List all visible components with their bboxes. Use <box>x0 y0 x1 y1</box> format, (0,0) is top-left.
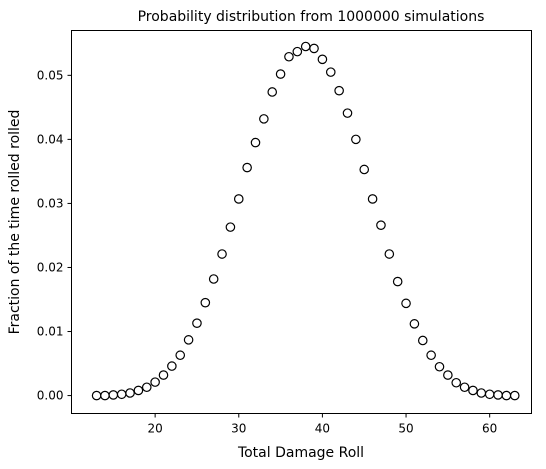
data-point <box>233 194 244 204</box>
data-point <box>493 390 503 400</box>
data-point <box>192 318 202 328</box>
data-point <box>376 220 386 231</box>
data-point <box>459 382 470 393</box>
y-tick-label: 0.03 <box>37 196 64 210</box>
data-point <box>417 335 428 346</box>
data-point <box>451 377 462 388</box>
data-point <box>325 67 336 77</box>
x-axis-ticks: 20 30 40 50 60 <box>147 413 497 436</box>
data-point <box>501 390 512 401</box>
data-point <box>208 274 219 284</box>
x-tick-label: 40 <box>315 422 330 436</box>
data-point <box>175 350 186 361</box>
data-point <box>476 388 487 398</box>
y-axis-label: Fraction of the time rolled rolled <box>7 110 23 335</box>
data-point <box>367 194 378 204</box>
y-tick-label: 0.02 <box>37 260 64 274</box>
data-point <box>275 69 286 79</box>
data-point <box>217 249 227 259</box>
data-point <box>242 162 252 173</box>
data-point <box>300 41 311 52</box>
y-tick-label: 0.05 <box>37 68 64 82</box>
chart-title: Probability distribution from 1000000 si… <box>138 9 485 25</box>
data-point <box>426 350 436 361</box>
data-point <box>108 390 119 400</box>
data-point <box>359 164 370 175</box>
data-point <box>484 389 495 400</box>
x-tick-label: 50 <box>398 422 413 436</box>
data-point <box>267 87 278 97</box>
x-axis-label: Total Damage Roll <box>237 445 364 461</box>
data-point <box>133 385 144 396</box>
data-point <box>334 85 344 96</box>
data-point <box>292 46 303 57</box>
data-point <box>250 137 261 148</box>
data-point <box>342 108 353 118</box>
data-point <box>351 134 361 145</box>
data-point <box>100 390 110 401</box>
data-point <box>200 297 211 308</box>
data-point <box>434 361 445 372</box>
data-points <box>91 41 520 401</box>
data-point <box>141 382 152 393</box>
data-point <box>125 388 135 398</box>
plot-area-frame <box>71 30 532 414</box>
data-point <box>259 114 269 124</box>
data-point <box>509 390 520 401</box>
data-point <box>468 385 478 396</box>
data-point <box>116 389 127 400</box>
data-point <box>384 249 395 259</box>
x-tick-label: 60 <box>482 422 497 436</box>
data-point <box>309 43 319 54</box>
x-tick-label: 30 <box>231 422 246 436</box>
data-point <box>392 276 403 287</box>
x-tick-label: 20 <box>147 422 162 436</box>
data-point <box>409 319 420 329</box>
data-point <box>443 370 453 380</box>
y-tick-label: 0.04 <box>37 132 64 146</box>
data-point <box>167 361 177 371</box>
data-point <box>225 222 236 232</box>
data-point <box>284 51 294 62</box>
data-point <box>158 370 169 380</box>
y-tick-label: 0.01 <box>37 325 64 339</box>
y-tick-label: 0.00 <box>37 389 64 403</box>
data-point <box>317 54 328 65</box>
data-point <box>91 390 102 401</box>
y-axis-ticks: 0.00 0.01 0.02 0.03 0.04 0.05 <box>37 68 72 403</box>
data-point <box>401 298 411 309</box>
data-point <box>183 335 194 345</box>
data-point <box>150 377 160 387</box>
